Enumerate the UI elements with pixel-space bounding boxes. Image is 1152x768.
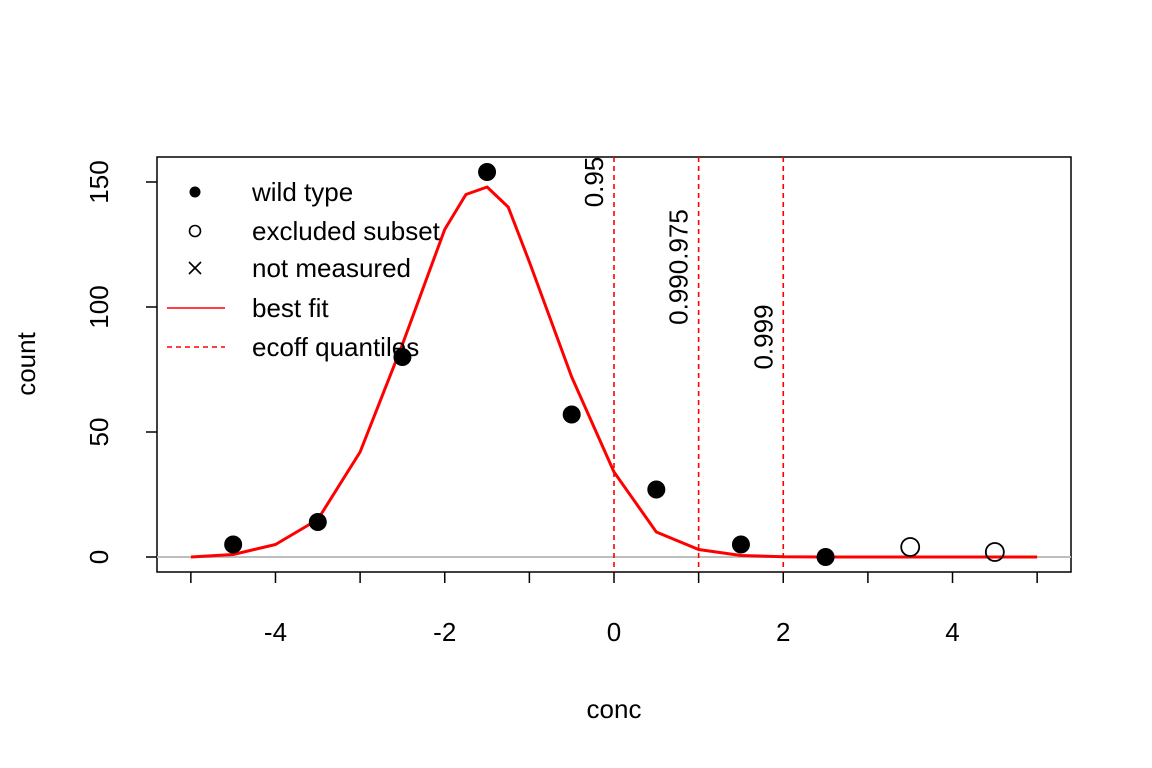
y-tick-label: 50	[84, 418, 114, 447]
legend-label: best fit	[252, 293, 329, 323]
ecoff-label-text-1-1: 0.975	[664, 209, 694, 274]
points-layer	[224, 163, 1005, 566]
point-wild-type	[731, 535, 750, 554]
x-tick-label: -4	[264, 617, 287, 647]
ecoff-label-0: 0.95	[579, 157, 609, 208]
y-axis-label: count	[11, 331, 41, 395]
legend-label: not measured	[252, 253, 411, 283]
legend-label: ecoff quantiles	[252, 332, 419, 362]
legend-label: excluded subset	[252, 216, 441, 246]
ecoff-label-text-2-0: 0.999	[748, 304, 778, 369]
point-excluded	[984, 542, 1005, 562]
legend: wild type excluded subset not measured best…	[167, 177, 441, 362]
y-tick-label: 100	[84, 285, 114, 328]
point-excluded	[900, 537, 921, 557]
ecoff-label-2: 0.999	[748, 304, 778, 369]
ecoff-lines-layer	[613, 157, 785, 572]
point-wild-type	[478, 163, 497, 181]
fit-curve	[190, 185, 1038, 559]
legend-symbol-not-measured	[188, 261, 202, 275]
ecoff-label-text-1-0: 0.99	[664, 274, 694, 325]
y-tick-label: 150	[84, 160, 114, 203]
x-tick-label: -2	[433, 617, 456, 647]
legend-symbol-excluded	[188, 224, 202, 238]
y-tick-label: 0	[84, 550, 114, 564]
point-wild-type	[647, 480, 666, 499]
x-tick-label: 2	[776, 617, 790, 647]
legend-symbol-wild-type	[189, 186, 201, 198]
point-wild-type	[393, 348, 412, 366]
legend-label: wild type	[251, 177, 353, 207]
point-wild-type	[562, 405, 581, 424]
x-axis-label: conc	[587, 694, 642, 724]
ecoff-label-text-0-0: 0.95	[579, 157, 609, 208]
axes-layer: -4 -2 0 2 4 0 50 100 150	[84, 160, 1038, 647]
ecoff-labels-layer: 0.95 0.990.975 0.999	[579, 157, 778, 370]
point-wild-type	[816, 548, 835, 566]
ecoff-label-1: 0.990.975	[664, 209, 694, 325]
point-wild-type	[308, 513, 327, 531]
fit-curve-layer	[190, 185, 1038, 559]
point-wild-type	[224, 535, 243, 554]
x-tick-label: 4	[945, 617, 959, 647]
x-tick-label: 0	[607, 617, 621, 647]
